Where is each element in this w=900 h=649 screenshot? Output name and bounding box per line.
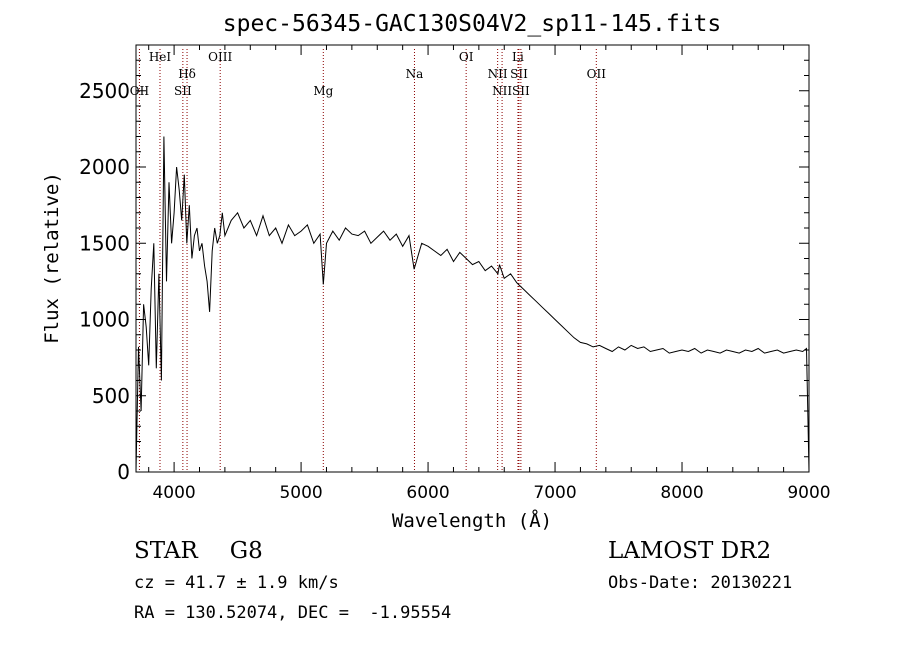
line-label: OIII (208, 50, 232, 64)
x-axis: 4000 5000 6000 7000 8000 9000 (148, 45, 831, 503)
class-label: STAR (134, 538, 198, 564)
subclass-label: G8 (229, 538, 263, 564)
y-tick-label: 1500 (79, 231, 130, 255)
spectrum-line (135, 136, 810, 473)
y-axis-label: Flux (relative) (41, 172, 63, 344)
x-tick-label: 4000 (152, 483, 195, 503)
cz-value: cz = 41.7 ± 1.9 km/s (134, 573, 339, 593)
y-tick-label: 2500 (79, 79, 130, 103)
line-label: Mg (313, 84, 333, 98)
plot-frame (135, 44, 810, 473)
line-label: OII (587, 67, 607, 81)
x-tick-label: 9000 (787, 483, 830, 503)
survey-label: LAMOST DR2 (608, 538, 772, 564)
line-label: Hδ (178, 67, 196, 81)
line-label: SII (512, 84, 530, 98)
line-label: NII (488, 67, 508, 81)
line-label: Li (512, 50, 524, 64)
object-class: STAR G8 (134, 538, 263, 564)
x-tick-label: 6000 (406, 483, 449, 503)
y-axis: 0 500 1000 1500 2000 2500 (79, 59, 809, 484)
y-tick-label: 2000 (79, 155, 130, 179)
obs-date: Obs-Date: 20130221 (608, 573, 793, 593)
x-axis-label: Wavelength (Å) (392, 509, 552, 532)
line-label: HeI (149, 50, 172, 64)
y-tick-label: 1000 (79, 308, 130, 332)
y-tick-label: 0 (117, 460, 130, 484)
x-tick-label: 8000 (660, 483, 703, 503)
line-label: OI (459, 50, 474, 64)
line-label: Na (406, 67, 424, 81)
spectrum-series (135, 136, 810, 473)
x-tick-label: 5000 (279, 483, 322, 503)
y-tick-label: 500 (92, 384, 130, 408)
coordinates: RA = 130.52074, DEC = -1.95554 (134, 603, 452, 623)
chart-title: spec-56345-GAC130S04V2_sp11-145.fits (223, 11, 722, 37)
line-label: SII (510, 67, 528, 81)
line-label: SII (174, 84, 192, 98)
x-tick-label: 7000 (533, 483, 576, 503)
line-label: NII (492, 84, 512, 98)
